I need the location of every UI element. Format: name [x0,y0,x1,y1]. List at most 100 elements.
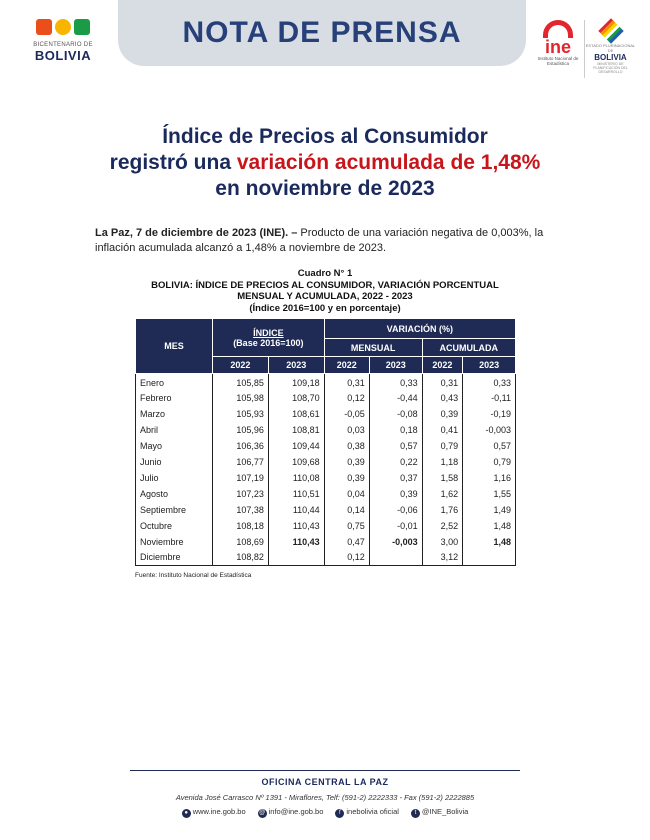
header-mensual: MENSUAL [323,338,423,357]
header-acumulada: ACUMULADA [421,338,517,357]
value-cell: -0,01 [368,517,423,534]
contact-twitter-text: @INE_Bolivia [421,807,469,816]
value-cell: 105,85 [212,373,269,390]
table-row: Junio 106,77 109,68 0,39 0,22 1,18 0,79 [135,453,516,470]
page-title: Índice de Precios al Consumidor registró… [40,124,610,202]
month-cell: Marzo [135,405,213,422]
value-cell: 1,62 [421,485,464,502]
value-cell: 108,81 [267,421,325,438]
value-cell: 105,93 [212,405,269,422]
footer-address: Avenida José Carrasco Nº 1391 - Miraflor… [175,793,475,802]
header-year: 2022 [212,356,269,374]
value-cell: 0,37 [368,469,423,486]
lead-paragraph: La Paz, 7 de diciembre de 2023 (INE). – … [95,226,565,256]
value-cell: 108,82 [212,549,269,566]
cpi-table-body: Enero 105,85 109,18 0,31 0,33 0,31 0,33 Febrero… [135,373,516,566]
title-line-2-prefix: registró una [109,151,237,174]
table-row: Diciembre 108,82 0,12 3,12 [135,549,516,566]
month-cell: Abril [135,421,213,438]
contact-website[interactable]: ● www.ine.gob.bo [181,807,246,818]
twitter-icon: t [410,809,420,818]
value-cell: 0,33 [462,373,516,390]
cpi-table: MES ÍNDICE (Base 2016=100) VARIACIÓN (%)… [135,318,517,566]
press-release-banner: NOTA DE PRENSA [118,0,526,66]
month-cell: Febrero [135,389,213,406]
contact-facebook[interactable]: f inebolivia oficial [335,807,399,818]
table-title-line-1: BOLIVIA: ÍNDICE DE PRECIOS AL CONSUMIDOR… [151,279,499,291]
value-cell: 0,39 [368,485,423,502]
value-cell: 1,49 [462,501,516,518]
ine-arc-icon [543,20,573,38]
value-cell: 110,43 [267,517,325,534]
header-indice: ÍNDICE (Base 2016=100) [212,318,325,357]
month-cell: Septiembre [135,501,213,518]
bicentenario-logo: BICENTENARIO DE BOLIVIA [22,14,104,76]
value-cell: 0,47 [323,533,370,550]
value-cell [267,549,325,566]
value-cell: 105,96 [212,421,269,438]
ine-logo: ine Instituto Nacional de Estadística [536,16,580,80]
table-row: Febrero 105,98 108,70 0,12 -0,44 0,43 -0,11 [135,389,516,406]
footer-contacts: ● www.ine.gob.bo @ info@ine.gob.bo f inebol… [0,807,650,818]
month-cell: Junio [135,453,213,470]
table-row: Mayo 106,36 109,44 0,38 0,57 0,79 0,57 [135,437,516,454]
globe-icon: ● [181,809,191,818]
value-cell: -0,08 [368,405,423,422]
value-cell: 108,70 [267,389,325,406]
wiphala-icon [597,18,624,44]
value-cell: 0,39 [323,453,370,470]
table-row: Noviembre 108,69 110,43 0,47 -0,003 3,00 1,48 [135,533,516,550]
value-cell: 3,12 [421,549,464,566]
value-cell: 0,04 [323,485,370,502]
table-title-line-2: MENSUAL Y ACUMULADA, 2022 - 2023 [237,291,413,302]
month-cell: Julio [135,469,213,486]
value-cell: 0,12 [323,549,370,566]
table-row: Septiembre 107,38 110,44 0,14 -0,06 1,76 1,49 [135,501,516,518]
value-cell: 0,03 [323,421,370,438]
value-cell: -0,05 [323,405,370,422]
value-cell: -0,003 [462,421,516,438]
value-cell: 0,31 [421,373,464,390]
value-cell: 1,76 [421,501,464,518]
month-cell: Agosto [135,485,213,502]
bicentenario-subtitle: BICENTENARIO DE [33,42,93,48]
month-cell: Mayo [135,437,213,454]
value-cell: 0,79 [421,437,464,454]
bicentenario-name: BOLIVIA [34,48,92,63]
value-cell: 2,52 [421,517,464,534]
value-cell: 1,55 [462,485,516,502]
contact-twitter[interactable]: t @INE_Bolivia [410,807,469,818]
value-cell: 1,16 [462,469,516,486]
value-cell: 0,75 [323,517,370,534]
footer-divider [130,770,520,771]
value-cell: 110,44 [267,501,325,518]
title-highlight: variación acumulada de 1,48% [236,151,541,174]
value-cell: 108,69 [212,533,269,550]
bolivia-state-logo: ESTADO PLURINACIONAL DE BOLIVIA MINISTER… [584,18,636,78]
value-cell: 110,43 [267,533,325,550]
page-header: BICENTENARIO DE BOLIVIA NOTA DE PRENSA i… [0,0,650,88]
value-cell: 110,51 [267,485,325,502]
title-line-3: en noviembre de 2023 [215,177,435,200]
contact-facebook-text: inebolivia oficial [346,807,399,816]
table-caption: Cuadro N° 1 BOLIVIA: ÍNDICE DE PRECIOS A… [110,268,540,314]
value-cell: 3,00 [421,533,464,550]
facebook-icon: f [335,809,345,818]
header-year: 2023 [267,356,325,374]
value-cell: 0,38 [323,437,370,454]
lead-text: Producto de una variación negativa de 0,… [95,227,544,254]
bolivia-state-subtitle: ESTADO PLURINACIONAL DE [585,43,636,53]
contact-email[interactable]: @ info@ine.gob.bo [257,807,324,818]
value-cell: 0,14 [323,501,370,518]
contact-email-text: info@ine.gob.bo [268,807,324,816]
value-cell: 1,48 [462,517,516,534]
bicentenario-emblem-icon [22,14,104,40]
month-cell: Octubre [135,517,213,534]
table-row: Enero 105,85 109,18 0,31 0,33 0,31 0,33 [135,373,516,390]
value-cell: 0,57 [462,437,516,454]
value-cell: 0,79 [462,453,516,470]
value-cell: -0,44 [368,389,423,406]
banner-title: NOTA DE PRENSA [182,16,462,49]
value-cell: 0,31 [323,373,370,390]
value-cell: 0,22 [368,453,423,470]
